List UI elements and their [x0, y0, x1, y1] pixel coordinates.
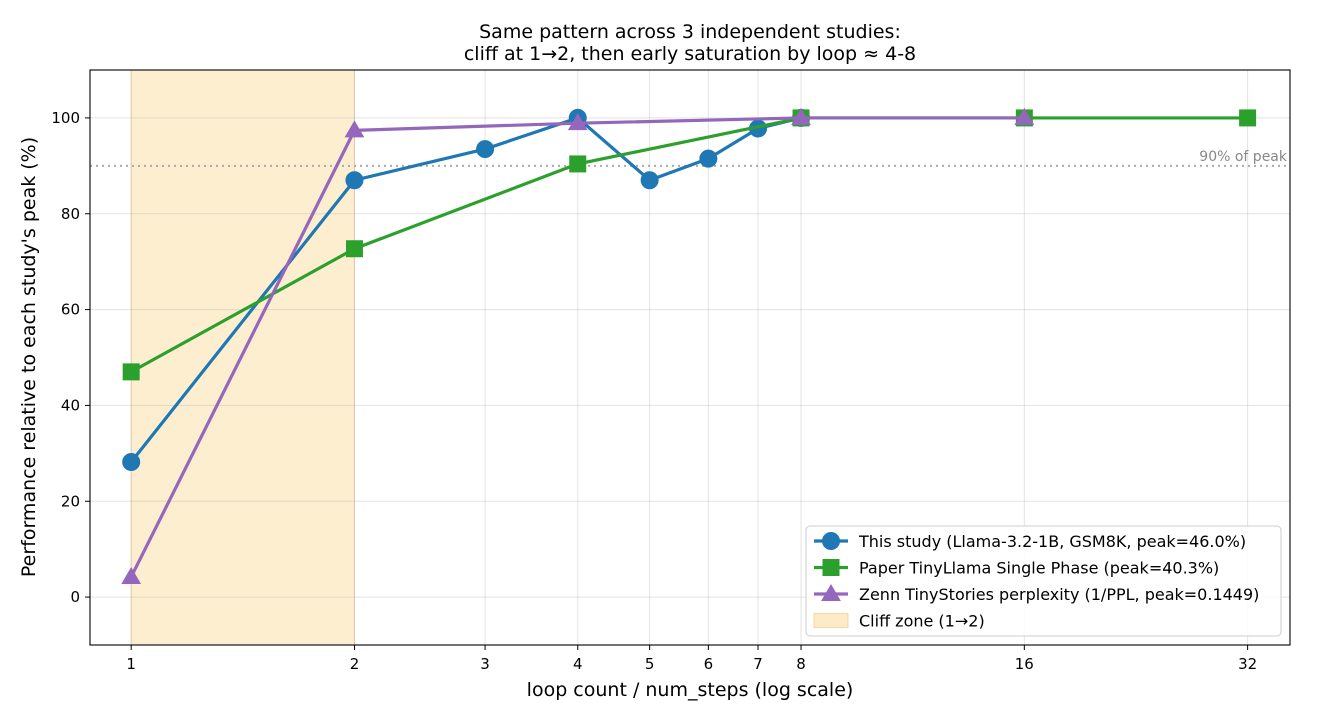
- series-line-2: [129, 116, 1250, 374]
- x-tick-label: 6: [704, 655, 714, 673]
- x-tick-label: 8: [796, 655, 806, 673]
- x-tick-label: 7: [753, 655, 763, 673]
- legend-box: [805, 525, 1282, 637]
- x-tick-label: 3: [480, 655, 490, 673]
- series-1-point: [699, 149, 718, 168]
- y-tick-label: 100: [51, 109, 80, 127]
- cliff-zone-region: [130, 69, 355, 646]
- y-tick-label: 0: [70, 588, 80, 606]
- x-tick-label: 32: [1238, 655, 1257, 673]
- series-1-point: [345, 171, 364, 190]
- series-3-point: [121, 566, 142, 584]
- legend-entry-3: Zenn TinyStories perplexity (1/PPL, peak…: [859, 585, 1259, 604]
- x-tick-label: 2: [350, 655, 360, 673]
- legend-marker-2: [822, 559, 840, 576]
- series-3-point: [1014, 107, 1035, 125]
- series-2-point: [345, 240, 363, 258]
- series-2-point: [569, 155, 587, 173]
- legend: This study (Llama-3.2-1B, GSM8K, peak=46…: [805, 525, 1282, 637]
- legend-entry-cliff-zone: Cliff zone (1→2): [859, 612, 985, 631]
- y-tick-label: 40: [61, 396, 80, 414]
- x-tick-label: 4: [573, 655, 583, 673]
- series-line-1: [129, 116, 803, 464]
- series-1-point: [640, 171, 659, 190]
- x-tick-label: 1: [126, 655, 136, 673]
- series-3-point: [344, 120, 365, 138]
- series-2-point: [1239, 109, 1257, 127]
- series-2-point: [122, 363, 140, 381]
- chart-title-line-1: Same pattern across 3 independent studie…: [479, 21, 901, 43]
- series-3-point: [791, 107, 811, 125]
- y-tick-label: 60: [61, 301, 80, 319]
- legend-entry-2: Paper TinyLlama Single Phase (peak=40.3%…: [859, 559, 1219, 578]
- y-tick-label: 20: [61, 492, 80, 510]
- series-3-point: [567, 113, 588, 131]
- legend-swatch-cliff-zone: [813, 613, 849, 628]
- reference-line-label: 90% of peak: [1199, 149, 1288, 165]
- legend-marker-1: [822, 532, 840, 550]
- series-1-point: [122, 452, 141, 471]
- legend-entry-1: This study (Llama-3.2-1B, GSM8K, peak=46…: [858, 532, 1246, 551]
- plot-area: 90% of peak 1 2 3 4 5 6 7 8 16 32 0 20 40 60 80 100 This …: [51, 69, 1291, 673]
- x-tick-label: 5: [645, 655, 655, 673]
- legend-marker-3: [821, 584, 841, 601]
- series-1-point: [476, 140, 495, 159]
- plot-frame: [89, 69, 1291, 646]
- x-axis-label: loop count / num_steps (log scale): [527, 679, 854, 701]
- y-tick-label: 80: [61, 205, 80, 223]
- y-axis-label: Performance relative to each study's pea…: [18, 137, 40, 577]
- chart-title-line-2: cliff at 1→2, then early saturation by l…: [464, 43, 916, 65]
- x-tick-label: 16: [1015, 655, 1034, 673]
